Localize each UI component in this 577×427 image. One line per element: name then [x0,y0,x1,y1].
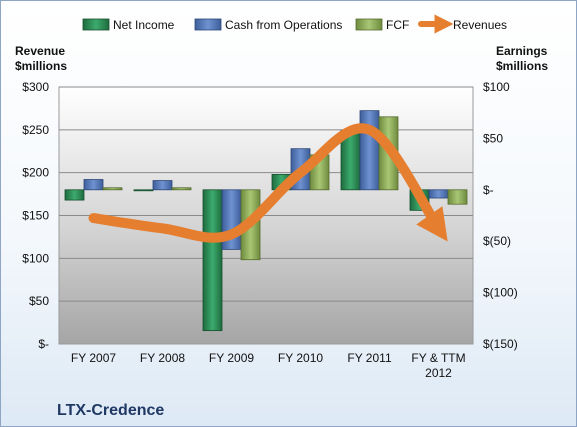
x-tick-label: FY 2010 [278,351,323,365]
left-tick-label: $250 [22,123,49,137]
right-tick-label: $100 [483,80,510,94]
left-axis-title: Revenue [15,44,65,58]
chart-title: LTX-Credence [57,402,164,419]
left-axis-title: $millions [15,59,67,73]
bar-cash-from-operations [428,189,449,199]
right-tick-label: $50 [483,131,503,145]
left-tick-label: $100 [22,251,49,265]
x-tick-label: FY 2008 [140,351,185,365]
right-tick-label: $(50) [483,234,511,248]
legend-label: Net Income [113,18,175,32]
right-axis-title: Earnings [496,44,548,58]
bar-fcf [171,187,192,191]
bar-cash-from-operations [152,180,173,191]
x-tick-label: FY 2009 [209,351,254,365]
bar-cash-from-operations [83,179,104,191]
x-tick-label: FY 2011 [347,351,392,365]
legend-swatch [82,18,110,31]
bar-net-income [202,189,223,332]
left-tick-label: $150 [22,209,49,223]
right-axis-title: $millions [496,59,548,73]
bar-net-income [64,189,85,201]
right-tick-label: $- [483,183,494,197]
x-tick-label: FY & TTM [411,351,465,365]
left-tick-label: $- [38,337,49,351]
right-tick-label: $(100) [483,286,518,300]
bar-fcf [102,187,123,191]
left-tick-label: $200 [22,166,49,180]
legend-swatch [194,18,222,31]
bar-net-income [133,189,154,192]
legend-swatch [355,18,383,31]
left-tick-label: $50 [29,294,49,308]
x-tick-label: FY 2007 [71,351,116,365]
legend-label: FCF [386,18,409,32]
legend-label: Revenues [453,18,507,32]
x-tick-label: 2012 [425,366,452,380]
bar-fcf [447,189,468,205]
revenues-line [88,123,448,243]
left-tick-label: $300 [22,80,49,94]
right-tick-label: $(150) [483,337,518,351]
bar-cash-from-operations [359,110,380,191]
legend-label: Cash from Operations [225,18,342,32]
